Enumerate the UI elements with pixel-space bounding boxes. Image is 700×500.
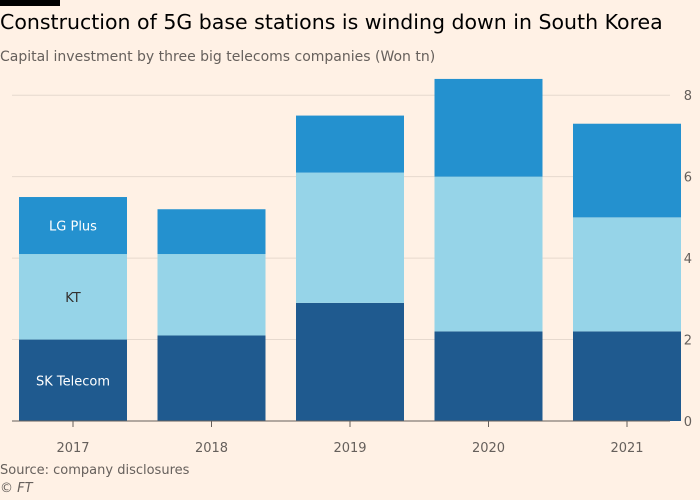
legend-label-kt: KT [65,291,81,306]
stacked-bar-chart: 0 2 4 6 8 SK Telecom KT LG Plus 2017 2018 2019 2020… [12,78,692,456]
bar-kt-2017 [19,254,127,340]
x-tick-label: 2020 [472,441,505,456]
legend-label-sk-telecom: SK Telecom [36,374,110,389]
header-accent-bar [0,0,60,6]
x-tick-label: 2018 [195,441,228,456]
bar-sk-telecom-2017 [19,339,127,421]
ft-credit: © FT [0,481,33,496]
bar-lg-plus-2019 [296,115,404,173]
y-tick-label: 6 [684,171,692,186]
chart-title: Construction of 5G base stations is wind… [0,10,663,34]
legend-label-lg-plus: LG Plus [49,220,97,235]
bar-kt-2019 [296,172,404,303]
y-tick-label: 0 [684,415,692,430]
x-tick-label: 2019 [333,441,366,456]
x-tick-label: 2021 [610,441,643,456]
bar-kt-2021 [573,217,681,332]
bar-kt-2018 [157,254,266,336]
y-tick-label: 8 [684,89,692,104]
bar-lg-plus-2020 [434,78,543,177]
bar-lg-plus-2021 [573,123,681,218]
y-tick-label: 4 [684,252,692,267]
bar-kt-2020 [434,176,543,332]
bar-sk-telecom-2021 [573,331,681,421]
bar-sk-telecom-2020 [434,331,543,421]
x-tick-label: 2017 [56,441,89,456]
source-note: Source: company disclosures [0,463,190,478]
bar-sk-telecom-2018 [157,335,266,421]
bar-lg-plus-2018 [157,209,266,255]
bar-lg-plus-2017 [19,197,127,255]
chart-subtitle: Capital investment by three big telecoms… [0,49,436,65]
bar-sk-telecom-2019 [296,302,404,421]
y-tick-label: 2 [684,334,692,349]
